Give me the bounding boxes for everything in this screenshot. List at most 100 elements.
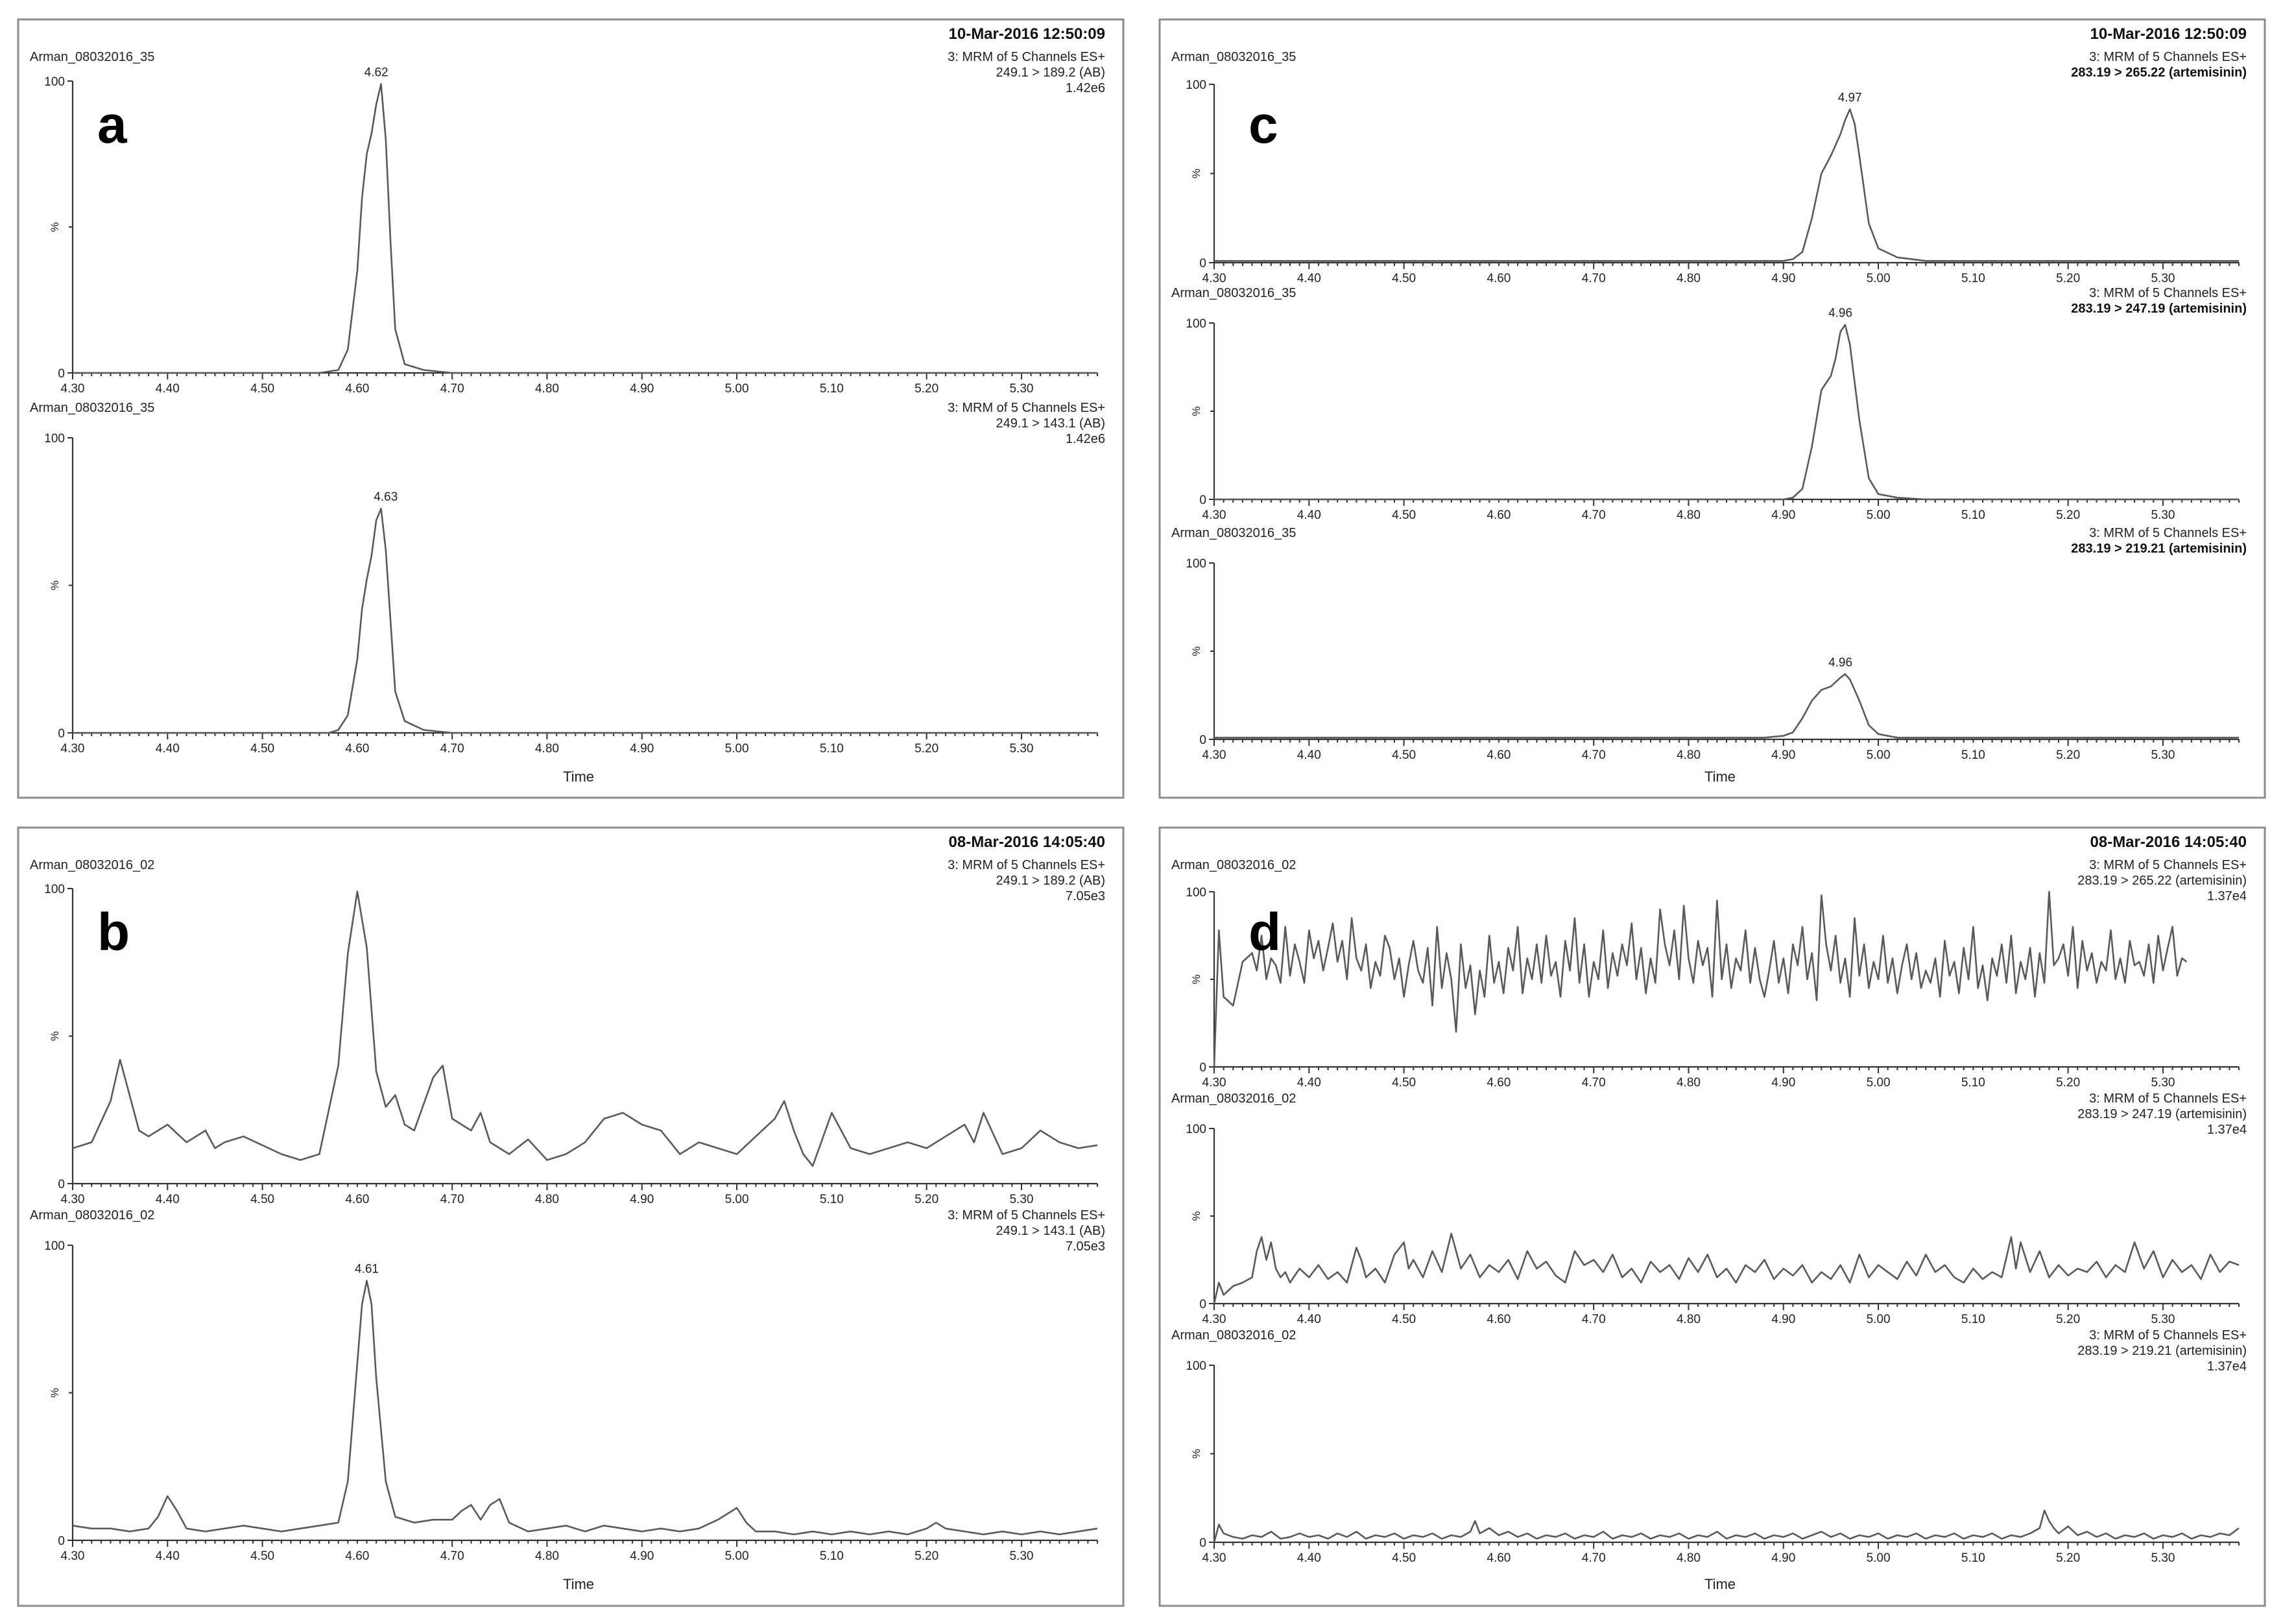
y-axis-label: % xyxy=(49,222,61,232)
x-tick-label: 4.30 xyxy=(61,742,85,756)
x-tick-label: 4.90 xyxy=(1771,272,1795,285)
x-tick-label: 4.60 xyxy=(1487,508,1511,522)
panel-c: 10-Mar-2016 12:50:09 Arman_08032016_35 3: … xyxy=(1158,18,2266,799)
x-tick-label: 5.00 xyxy=(725,742,749,756)
x-tick-label: 4.40 xyxy=(1297,748,1321,762)
transition-label: 283.19 > 265.22 (artemisinin) xyxy=(2071,66,2247,80)
x-tick-label: 4.40 xyxy=(156,1193,180,1206)
sample-name: Arman_08032016_02 xyxy=(30,1208,154,1223)
x-tick-label: 5.30 xyxy=(2151,508,2175,522)
y-tick-label: 0 xyxy=(58,727,65,741)
x-tick-label: 4.70 xyxy=(440,382,464,396)
acquisition-datetime: 10-Mar-2016 12:50:09 xyxy=(949,25,1106,43)
chromatogram-line xyxy=(73,83,1097,374)
x-tick-label: 5.00 xyxy=(1867,1551,1891,1565)
x-tick-label: 4.40 xyxy=(1297,272,1321,285)
y-tick-label: 100 xyxy=(1186,1359,1206,1373)
x-tick-label: 4.40 xyxy=(156,382,180,396)
x-tick-label: 4.60 xyxy=(1487,1076,1511,1090)
y-tick-label: 0 xyxy=(58,367,65,381)
x-tick-label: 5.10 xyxy=(1961,1313,1985,1326)
x-tick-label: 4.30 xyxy=(1202,1076,1226,1090)
x-tick-label: 5.10 xyxy=(1961,1551,1985,1565)
x-axis-title: Time xyxy=(563,769,594,785)
panel-frame xyxy=(1158,18,2266,799)
y-tick-label: 0 xyxy=(1199,1536,1206,1550)
intensity-label: 1.42e6 xyxy=(1066,432,1105,446)
intensity-label: 7.05e3 xyxy=(1066,1239,1105,1254)
y-axis-label: % xyxy=(1190,1211,1202,1221)
x-tick-label: 5.20 xyxy=(2056,1313,2080,1326)
channel-label: 3: MRM of 5 Channels ES+ xyxy=(948,50,1105,64)
x-tick-label: 5.30 xyxy=(2151,1076,2175,1090)
y-tick-label: 100 xyxy=(1186,1123,1206,1136)
x-tick-label: 5.20 xyxy=(2056,272,2080,285)
x-tick-label: 4.90 xyxy=(630,1549,654,1563)
trace-2: Arman_08032016_35 3: MRM of 5 Channels ES… xyxy=(1171,526,2247,762)
panel-d: 08-Mar-2016 14:05:40 Arman_08032016_02 3: … xyxy=(1158,826,2266,1607)
x-tick-label: 5.30 xyxy=(1009,382,1033,396)
x-tick-label: 4.80 xyxy=(535,1193,559,1206)
trace-1: Arman_08032016_35 3: MRM of 5 Channels ES… xyxy=(1171,286,2247,522)
trace-0: Arman_08032016_35 3: MRM of 5 Channels ES… xyxy=(30,50,1105,396)
x-tick-label: 4.50 xyxy=(1392,1551,1416,1565)
chromatogram-line xyxy=(1214,108,2239,262)
sample-name: Arman_08032016_02 xyxy=(30,858,154,872)
x-tick-label: 4.60 xyxy=(345,382,369,396)
x-tick-label: 4.60 xyxy=(1487,272,1511,285)
x-tick-label: 4.70 xyxy=(1582,1313,1606,1326)
x-tick-label: 5.30 xyxy=(1009,1193,1033,1206)
x-tick-label: 5.10 xyxy=(820,382,844,396)
x-tick-label: 4.60 xyxy=(1487,1313,1511,1326)
y-tick-label: 100 xyxy=(1186,317,1206,331)
x-axis-title: Time xyxy=(563,1576,594,1592)
transition-label: 283.19 > 219.21 (artemisinin) xyxy=(2071,542,2247,556)
x-tick-label: 4.60 xyxy=(345,1193,369,1206)
x-tick-label: 4.80 xyxy=(1677,272,1701,285)
y-tick-label: 100 xyxy=(44,883,65,896)
x-tick-label: 4.80 xyxy=(535,742,559,756)
x-tick-label: 4.40 xyxy=(1297,1076,1321,1090)
peak-label: 4.63 xyxy=(374,490,398,504)
x-tick-label: 4.50 xyxy=(250,1549,274,1563)
y-tick-label: 0 xyxy=(1199,734,1206,747)
sample-name: Arman_08032016_02 xyxy=(1171,1328,1296,1343)
panel-letter: a xyxy=(97,95,128,154)
trace-1: Arman_08032016_02 3: MRM of 5 Channels ES… xyxy=(30,1208,1105,1563)
trace-0: Arman_08032016_02 3: MRM of 5 Channels ES… xyxy=(1171,858,2247,1090)
intensity-label: 7.05e3 xyxy=(1066,889,1105,903)
transition-label: 283.19 > 265.22 (artemisinin) xyxy=(2077,874,2247,888)
panel-letter: c xyxy=(1249,95,1278,154)
chromatogram-line xyxy=(72,1280,1098,1536)
x-axis-title: Time xyxy=(1704,1576,1736,1592)
intensity-label: 1.37e4 xyxy=(2207,1123,2247,1137)
x-tick-label: 4.80 xyxy=(1677,1076,1701,1090)
panel-letter: d xyxy=(1249,903,1281,962)
intensity-label: 1.42e6 xyxy=(1066,81,1105,95)
channel-label: 3: MRM of 5 Channels ES+ xyxy=(2089,50,2247,64)
y-tick-label: 0 xyxy=(1199,257,1206,270)
peak-label: 4.62 xyxy=(365,66,388,80)
x-tick-label: 4.30 xyxy=(61,1193,85,1206)
acquisition-datetime: 08-Mar-2016 14:05:40 xyxy=(949,833,1106,851)
channel-label: 3: MRM of 5 Channels ES+ xyxy=(2089,858,2247,872)
x-tick-label: 4.30 xyxy=(1202,1313,1226,1326)
sample-name: Arman_08032016_02 xyxy=(1171,1092,1296,1106)
x-tick-label: 4.40 xyxy=(1297,1313,1321,1326)
x-tick-label: 4.80 xyxy=(1677,1313,1701,1326)
y-axis-label: % xyxy=(49,580,61,590)
x-tick-label: 4.30 xyxy=(1202,272,1226,285)
x-tick-label: 4.70 xyxy=(1582,508,1606,522)
transition-label: 283.19 > 219.21 (artemisinin) xyxy=(2077,1344,2247,1358)
x-tick-label: 4.80 xyxy=(535,382,559,396)
x-tick-label: 4.30 xyxy=(1202,748,1226,762)
y-tick-label: 100 xyxy=(1186,78,1206,92)
x-tick-label: 4.30 xyxy=(1202,508,1226,522)
x-tick-label: 4.40 xyxy=(156,1549,180,1563)
panel-frame xyxy=(17,826,1125,1607)
chromatogram-line xyxy=(1214,324,2239,501)
x-tick-label: 4.60 xyxy=(345,1549,369,1563)
x-tick-label: 5.10 xyxy=(820,1549,844,1563)
panel-letter: b xyxy=(97,903,130,962)
x-tick-label: 4.90 xyxy=(630,1193,654,1206)
